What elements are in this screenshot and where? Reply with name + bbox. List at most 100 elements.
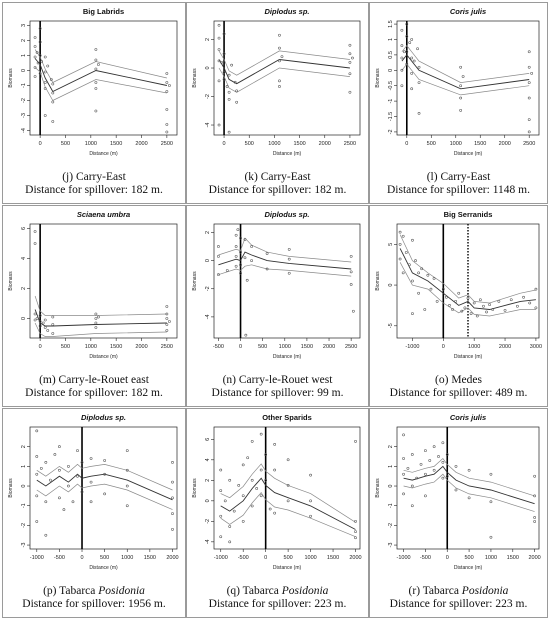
data-point xyxy=(410,72,414,75)
data-point xyxy=(459,96,463,100)
data-point xyxy=(171,527,174,531)
x-tick-label: 1500 xyxy=(301,344,313,350)
data-point xyxy=(43,55,47,59)
data-point xyxy=(38,54,42,57)
x-axis-label: Distance (m) xyxy=(89,354,118,360)
data-point xyxy=(219,535,223,539)
y-tick-label: -1 xyxy=(388,99,394,104)
y-tick-label: -2 xyxy=(21,98,27,103)
data-point xyxy=(125,449,129,452)
y-tick-label: -2 xyxy=(205,519,211,524)
y-tick-label: 0 xyxy=(21,485,27,488)
data-point xyxy=(354,536,357,540)
data-point xyxy=(33,45,37,48)
mean-line xyxy=(399,248,536,310)
x-tick-label: 1500 xyxy=(507,555,519,561)
x-axis-label: Distance (m) xyxy=(273,151,302,157)
chart-title: Sciaena umbra xyxy=(77,210,130,219)
y-axis-label: Biomass xyxy=(375,478,381,498)
x-tick-label: 500 xyxy=(258,344,267,350)
data-point xyxy=(58,445,61,449)
data-point xyxy=(62,508,66,512)
data-point xyxy=(237,484,241,487)
x-tick-label: 0 xyxy=(442,344,445,350)
lower-ci-line xyxy=(220,492,356,538)
mean-line xyxy=(401,54,530,90)
data-point xyxy=(217,254,220,258)
y-tick-label: 2 xyxy=(388,445,394,448)
data-point xyxy=(49,78,53,81)
data-point xyxy=(423,308,427,311)
data-point xyxy=(286,458,290,462)
data-point xyxy=(250,439,254,443)
caption-site: Tabarca xyxy=(59,585,99,597)
x-tick-label: 0 xyxy=(223,141,226,147)
data-point xyxy=(225,269,229,272)
data-point xyxy=(401,234,405,238)
x-tick-label: 1500 xyxy=(293,141,305,147)
data-point xyxy=(410,453,414,456)
data-point xyxy=(245,278,249,282)
x-tick-label: -1000 xyxy=(405,344,419,350)
caption-site: Medes xyxy=(451,374,482,386)
data-point xyxy=(227,90,231,94)
data-point xyxy=(441,287,445,291)
y-tick-label: -2 xyxy=(21,523,27,528)
data-point xyxy=(51,323,55,326)
x-tick-label: 500 xyxy=(245,141,254,147)
data-point xyxy=(259,494,263,498)
data-point xyxy=(94,312,98,316)
chart-title: Other Sparids xyxy=(262,413,312,422)
x-tick-label: 0 xyxy=(239,344,242,350)
data-point xyxy=(38,314,42,317)
data-point xyxy=(408,41,412,44)
chart-svg: Coris julis -1000 -500 0 500 1000 1500 2000 -3 -2… xyxy=(375,413,541,571)
data-point xyxy=(227,98,231,101)
data-point xyxy=(232,509,236,513)
data-point xyxy=(527,50,531,54)
caption-letter: (l) xyxy=(426,171,441,183)
plot-frame xyxy=(213,223,361,339)
data-point xyxy=(259,432,263,436)
data-point xyxy=(165,81,169,84)
x-tick-label: 0 xyxy=(39,344,42,350)
data-point xyxy=(171,496,174,500)
data-point xyxy=(89,500,93,504)
x-axis-label: Distance (m) xyxy=(454,354,483,360)
data-point xyxy=(424,449,427,452)
data-point xyxy=(454,299,458,303)
data-point xyxy=(445,453,449,456)
data-point xyxy=(489,472,493,476)
data-point xyxy=(44,461,48,464)
data-point xyxy=(412,59,416,63)
data-point xyxy=(278,59,281,63)
data-point xyxy=(460,309,464,313)
data-point xyxy=(239,271,242,275)
data-point xyxy=(530,72,534,75)
data-point xyxy=(44,533,48,537)
data-point xyxy=(94,317,98,320)
data-point xyxy=(255,487,259,490)
x-tick-label: 2000 xyxy=(135,141,147,147)
data-point xyxy=(411,238,414,242)
chart-title: Coris julis xyxy=(450,413,486,422)
caption-letter: (m) xyxy=(39,374,59,386)
x-tick-label: -500 xyxy=(213,344,224,350)
y-tick-label: 0 xyxy=(388,485,394,488)
data-point xyxy=(349,270,353,274)
y-tick-label: -0.5 xyxy=(388,81,394,90)
data-point xyxy=(165,90,169,93)
y-tick-label: 2 xyxy=(205,479,211,482)
data-point xyxy=(217,48,221,51)
caption-site-line: (o) Medes xyxy=(370,374,547,387)
data-point xyxy=(441,441,445,445)
data-point xyxy=(36,61,40,65)
y-tick-label: 0.5 xyxy=(388,51,394,59)
data-point xyxy=(400,84,404,88)
caption-site: Carry-le-Rouet east xyxy=(58,374,149,386)
x-axis-label: Distance (m) xyxy=(454,151,483,157)
data-point xyxy=(225,85,229,88)
data-point xyxy=(235,89,239,93)
data-point xyxy=(165,72,169,75)
y-axis-label: Biomass xyxy=(375,271,381,291)
